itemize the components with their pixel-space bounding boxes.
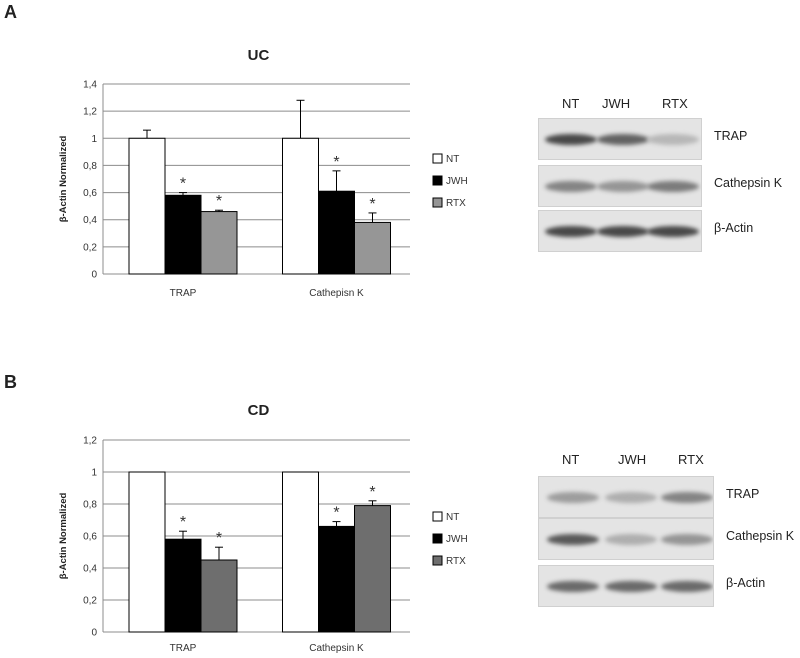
- legend-label: JWH: [446, 534, 468, 545]
- blot-band: [661, 534, 713, 545]
- blot-band: [661, 581, 713, 592]
- legend-label: NT: [446, 512, 459, 523]
- western-blot-a: NT JWH RTX TRAP Cathepsin K β-Actin: [538, 96, 798, 276]
- bar: [200, 211, 238, 275]
- bar: [128, 471, 166, 633]
- significance-marker: *: [216, 530, 222, 547]
- chart-cd: CD β-Actin Normalized 0 0,2 0,4 0,6 0,8 1 1,2 TRA…: [58, 402, 468, 654]
- legend-swatch: [432, 175, 443, 186]
- blot-row-label: TRAP: [726, 487, 760, 501]
- blot-row-label: β-Actin: [714, 221, 754, 235]
- y-tick-label: 1,4: [83, 80, 97, 91]
- x-category-label: Cathepsin K: [309, 643, 364, 654]
- bar: [318, 525, 355, 633]
- significance-marker: *: [216, 193, 222, 210]
- blot-row-label: TRAP: [714, 129, 748, 143]
- blot-band: [605, 492, 657, 503]
- blot-band: [545, 226, 597, 237]
- legend-swatch: [432, 555, 443, 566]
- blot-lane-strip: [538, 118, 702, 160]
- legend-label: RTX: [446, 556, 466, 567]
- y-tick-label: 0,8: [83, 500, 97, 511]
- significance-marker: *: [369, 196, 375, 213]
- blot-band: [605, 534, 657, 545]
- y-tick-label: 0,6: [83, 532, 97, 543]
- blot-band: [597, 134, 649, 145]
- blot-column-label: RTX: [662, 96, 688, 111]
- y-tick-label: 0,4: [83, 564, 97, 575]
- bar: [282, 471, 319, 633]
- blot-column-label: JWH: [602, 96, 631, 111]
- blot-band: [547, 534, 599, 545]
- blot-column-label: RTX: [678, 452, 704, 467]
- chart-title: UC: [248, 47, 270, 64]
- blot-band: [605, 581, 657, 592]
- y-tick-label: 1: [91, 134, 97, 145]
- blot-band: [547, 492, 599, 503]
- bar: [164, 538, 202, 633]
- panel-letter-b: B: [4, 372, 17, 392]
- blot-row-label: Cathepsin K: [714, 176, 783, 190]
- significance-marker: *: [180, 176, 186, 193]
- blot-band: [647, 226, 699, 237]
- blot-lane-strip: [538, 165, 702, 207]
- significance-marker: *: [180, 514, 186, 531]
- western-blot-b: NT JWH RTX TRAP Cathepsin K β-Actin: [538, 452, 798, 628]
- y-tick-label: 0: [91, 270, 97, 281]
- bar: [354, 505, 391, 633]
- blot-band: [647, 181, 699, 192]
- blot-band: [547, 581, 599, 592]
- blot-band: [597, 181, 649, 192]
- legend-swatch: [432, 511, 443, 522]
- chart-title: CD: [248, 402, 270, 419]
- y-tick-label: 1: [91, 468, 97, 479]
- x-category-label: TRAP: [170, 643, 197, 654]
- chart-uc: UC β-Actin Normalized 0 0,2 0,4 0,6 0,8 1 1,2 1,4…: [58, 47, 468, 299]
- y-tick-label: 1,2: [83, 107, 97, 118]
- y-axis-label: β-Actin Normalized: [58, 136, 69, 223]
- y-tick-label: 0,2: [83, 596, 97, 607]
- y-tick-label: 1,2: [83, 436, 97, 447]
- bar: [128, 137, 166, 275]
- blot-column-label: NT: [562, 96, 580, 111]
- bar: [354, 221, 391, 275]
- y-tick-label: 0,8: [83, 161, 97, 172]
- significance-marker: *: [333, 154, 339, 171]
- significance-marker: *: [333, 505, 339, 522]
- legend-swatch: [432, 533, 443, 544]
- x-category-label: Cathepisn K: [309, 288, 364, 299]
- bar: [200, 559, 238, 633]
- blot-column-label: JWH: [618, 452, 647, 467]
- legend-label: NT: [446, 154, 459, 165]
- legend-label: JWH: [446, 176, 468, 187]
- blot-lane-strip: [538, 518, 714, 560]
- blot-band: [597, 226, 649, 237]
- panel-letter-a: A: [4, 2, 17, 22]
- y-tick-label: 0,2: [83, 242, 97, 253]
- y-tick-label: 0: [91, 628, 97, 639]
- blot-row-label: β-Actin: [726, 576, 766, 590]
- legend-swatch: [432, 197, 443, 208]
- blot-lane-strip: [538, 210, 702, 252]
- blot-lane-strip: [538, 565, 714, 607]
- bar: [164, 194, 202, 275]
- y-axis-label: β-Actin Normalized: [58, 493, 69, 580]
- blot-row-label: Cathepsin K: [726, 529, 795, 543]
- y-tick-label: 0,4: [83, 215, 97, 226]
- blot-band: [545, 134, 597, 145]
- blot-lane-strip: [538, 476, 714, 518]
- legend-label: RTX: [446, 198, 466, 209]
- y-tick-label: 0,6: [83, 188, 97, 199]
- significance-marker: *: [369, 484, 375, 501]
- x-category-label: TRAP: [170, 288, 197, 299]
- legend-swatch: [432, 153, 443, 164]
- blot-band: [647, 134, 699, 145]
- bar: [318, 190, 355, 275]
- blot-band: [545, 181, 597, 192]
- bar: [282, 137, 319, 275]
- blot-column-label: NT: [562, 452, 580, 467]
- blot-band: [661, 492, 713, 503]
